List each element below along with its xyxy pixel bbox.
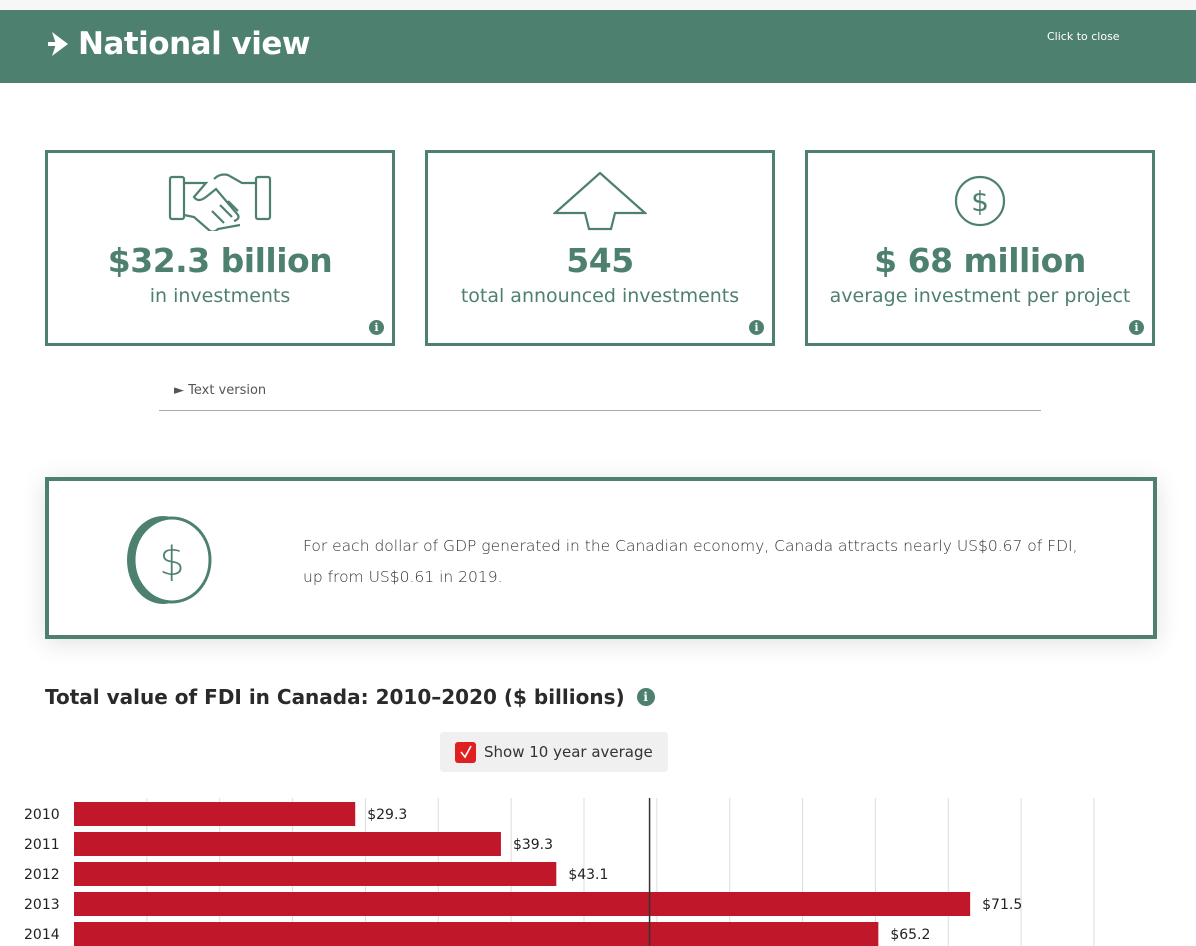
gdp-callout: $ For each dollar of GDP generated in th… xyxy=(45,477,1157,639)
data-label: $39.3 xyxy=(513,837,553,853)
arrow-up-icon xyxy=(553,171,647,231)
average-toggle[interactable]: Show 10 year average xyxy=(440,732,668,772)
info-icon[interactable]: i xyxy=(1129,320,1144,335)
stat-value: $32.3 billion xyxy=(107,241,333,280)
year-label: 2012 xyxy=(24,867,60,883)
svg-text:$: $ xyxy=(971,185,989,218)
stat-label: in investments xyxy=(149,285,291,307)
info-icon[interactable]: i xyxy=(636,688,655,706)
checkbox-checked[interactable] xyxy=(455,741,476,763)
divider xyxy=(159,410,1041,411)
dollar-circle-icon: $ xyxy=(954,175,1006,227)
bar-2011 xyxy=(74,832,501,856)
toggle-label: Show 10 year average xyxy=(484,743,653,761)
year-label: 2014 xyxy=(24,927,60,943)
data-label: $29.3 xyxy=(367,807,407,823)
bar-2013 xyxy=(74,892,971,916)
stat-value: 545 xyxy=(566,241,634,280)
text-version-toggle[interactable]: ► Text version xyxy=(174,383,267,398)
data-label: $43.1 xyxy=(568,867,608,883)
bar-2010 xyxy=(74,802,356,826)
info-icon[interactable]: i xyxy=(369,320,384,335)
handshake-icon xyxy=(168,173,272,231)
callout-text: For each dollar of GDP generated in the … xyxy=(303,537,1078,586)
close-button[interactable]: Click to close xyxy=(1047,30,1120,43)
stat-label: average investment per project xyxy=(829,285,1131,307)
bar-2014 xyxy=(74,922,879,946)
dollar-coin-icon: $ xyxy=(127,516,212,604)
year-label: 2010 xyxy=(24,807,60,823)
page-title: National view xyxy=(48,26,311,62)
stat-card-average: $ $ 68 million average investment per pr… xyxy=(805,150,1155,346)
bar-2012 xyxy=(74,862,557,886)
data-label: $71.5 xyxy=(982,897,1022,913)
svg-text:$: $ xyxy=(159,539,184,585)
data-label: $65.2 xyxy=(890,927,930,943)
top-strip xyxy=(0,0,1196,10)
header-bar: National view Click to close xyxy=(0,10,1196,83)
page-title-text: National view xyxy=(78,26,311,62)
year-label: 2013 xyxy=(24,897,60,913)
chart-title: Total value of FDI in Canada: 2010–2020 … xyxy=(45,685,655,709)
check-icon xyxy=(459,745,472,759)
stat-card-investments: $32.3 billion in investments i xyxy=(45,150,395,346)
stat-label: total announced investments xyxy=(460,285,740,307)
chart-title-text: Total value of FDI in Canada: 2010–2020 … xyxy=(45,685,625,709)
info-icon[interactable]: i xyxy=(749,320,764,335)
stat-value: $ 68 million xyxy=(874,241,1086,280)
year-label: 2011 xyxy=(24,837,60,853)
stat-card-announced: 545 total announced investments i xyxy=(425,150,775,346)
fdi-bar-chart: 2010 $29.3 2011 $39.3 2012 $43.1 2013 $71.5 2014… xyxy=(24,798,1095,946)
arrow-right-icon xyxy=(48,32,68,56)
